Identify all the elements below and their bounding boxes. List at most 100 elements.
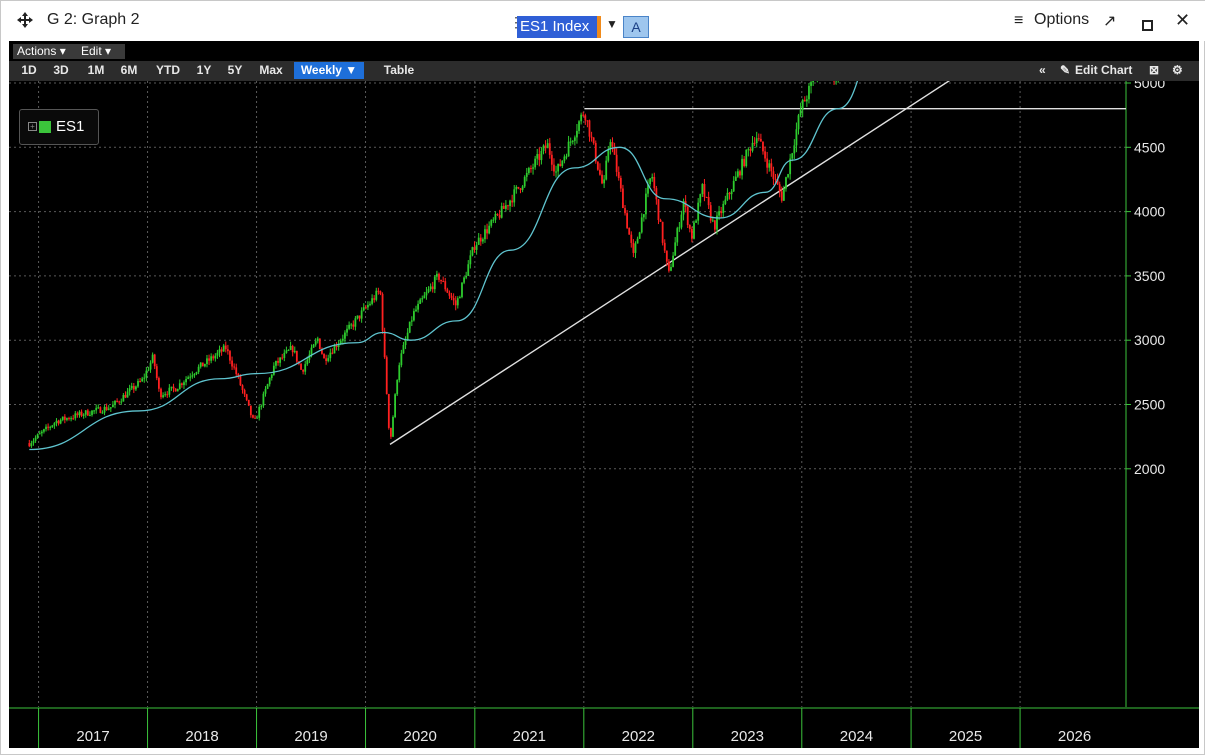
- candle-body: [808, 85, 810, 100]
- candle-body: [237, 374, 240, 376]
- candle-body: [795, 129, 798, 146]
- candle-body: [381, 294, 384, 331]
- table-button[interactable]: Table: [383, 63, 415, 77]
- options-button[interactable]: Options: [1034, 11, 1090, 28]
- edit-chart-button[interactable]: Edit Chart: [1075, 63, 1133, 77]
- candle-body: [569, 141, 572, 143]
- candle-body: [540, 150, 543, 161]
- candle-body: [592, 137, 595, 144]
- range-1y-button[interactable]: 1Y: [196, 63, 212, 77]
- candle-body: [780, 191, 783, 201]
- candle-body: [496, 213, 499, 215]
- candle-body: [275, 360, 277, 366]
- legend[interactable]: + ES1: [19, 109, 99, 145]
- candle-body: [126, 391, 129, 398]
- actions-menu-label: Actions: [17, 44, 57, 58]
- candle-body: [300, 363, 302, 370]
- draw-tool-icon[interactable]: ⊠: [1149, 63, 1160, 77]
- candle-body: [197, 366, 200, 373]
- candle-body: [281, 357, 284, 359]
- candle-body: [118, 401, 121, 403]
- ticker-input[interactable]: ES1 Index: [517, 16, 597, 38]
- candle-body: [168, 387, 171, 395]
- candle-body: [291, 345, 294, 353]
- range-3d-button[interactable]: 3D: [53, 63, 69, 77]
- candle-body: [402, 345, 405, 354]
- actions-menu[interactable]: Actions ▾: [13, 44, 78, 59]
- candle-body: [101, 412, 104, 414]
- maximize-icon[interactable]: [1142, 20, 1153, 31]
- close-icon[interactable]: ✕: [1175, 10, 1191, 30]
- candle-body: [688, 224, 691, 229]
- range-1d-button[interactable]: 1D: [21, 63, 37, 77]
- collapse-icon[interactable]: «: [1039, 63, 1046, 77]
- candle-body: [626, 213, 629, 228]
- candle-body: [72, 418, 75, 420]
- candle-body: [605, 160, 608, 180]
- candle-body: [751, 142, 754, 151]
- candle-body: [59, 419, 62, 424]
- candle-body: [622, 188, 624, 209]
- candle-body: [444, 281, 447, 290]
- candle-body: [82, 414, 85, 416]
- chart-panel: Actions ▾ Edit ▾ 1D 3D 1M 6M YTD 1Y 5Y M…: [9, 41, 1199, 748]
- candle-body: [609, 142, 612, 150]
- candle-body: [532, 167, 534, 169]
- ticker-action-button[interactable]: A: [623, 16, 649, 38]
- candle-body: [193, 373, 196, 376]
- candle-body: [360, 310, 363, 319]
- candle-body: [471, 247, 474, 256]
- candle-body: [768, 163, 771, 168]
- y-axis: 2000250030003500400045005000550060006500: [1125, 81, 1165, 707]
- candle-body: [519, 188, 522, 190]
- move-icon[interactable]: [15, 10, 35, 30]
- legend-expand-icon[interactable]: +: [28, 122, 37, 131]
- expand-icon[interactable]: ↗: [1103, 13, 1117, 30]
- candle-body: [55, 420, 58, 424]
- x-tick-label: 2022: [622, 728, 655, 745]
- pencil-icon[interactable]: ✎: [1060, 63, 1071, 77]
- ticker-dropdown-icon[interactable]: ▼: [606, 17, 618, 31]
- candle-body: [553, 164, 555, 172]
- x-tick-label: 2025: [949, 728, 982, 745]
- candle-body: [479, 237, 482, 242]
- range-1m-button[interactable]: 1M: [87, 63, 105, 77]
- candle-body: [314, 341, 317, 345]
- candle-body: [429, 286, 432, 290]
- hamburger-icon[interactable]: ≡: [1014, 12, 1024, 29]
- frequency-dropdown[interactable]: Weekly ▼: [294, 62, 364, 79]
- support-trendline[interactable]: [389, 81, 1120, 445]
- candle-body: [312, 344, 315, 348]
- candle-body: [645, 193, 647, 215]
- range-6m-button[interactable]: 6M: [120, 63, 138, 77]
- candle-body: [728, 192, 731, 195]
- candle-body: [739, 171, 741, 176]
- range-5y-button[interactable]: 5Y: [227, 63, 243, 77]
- candle-body: [107, 408, 110, 410]
- candle-body: [736, 171, 739, 177]
- candle-body: [490, 220, 493, 226]
- candle-body: [657, 199, 660, 220]
- range-max-button[interactable]: Max: [259, 63, 283, 77]
- candle-body: [321, 348, 323, 354]
- candle-body: [655, 188, 658, 200]
- price-chart[interactable]: 2000250030003500400045005000550060006500…: [9, 81, 1199, 748]
- candle-body: [348, 324, 351, 329]
- candle-body: [534, 158, 537, 168]
- candle-body: [703, 184, 706, 197]
- candle-body: [799, 109, 802, 116]
- candle-body: [327, 358, 330, 361]
- title-bar: G 2: Graph 2 ⋮ ES1 Index ▼ A ≡ Options ↗…: [1, 1, 1205, 41]
- candle-body: [201, 362, 204, 367]
- settings-gear-icon[interactable]: ⚙: [1172, 63, 1183, 77]
- candle-body: [203, 364, 206, 367]
- candle-body: [128, 388, 131, 392]
- range-ytd-button[interactable]: YTD: [156, 63, 180, 77]
- candle-body: [385, 357, 388, 395]
- edit-menu[interactable]: Edit ▾: [77, 44, 125, 59]
- candle-body: [509, 200, 511, 207]
- candle-body: [155, 366, 158, 379]
- candle-body: [632, 242, 635, 253]
- candle-body: [43, 429, 45, 432]
- candle-body: [302, 369, 305, 372]
